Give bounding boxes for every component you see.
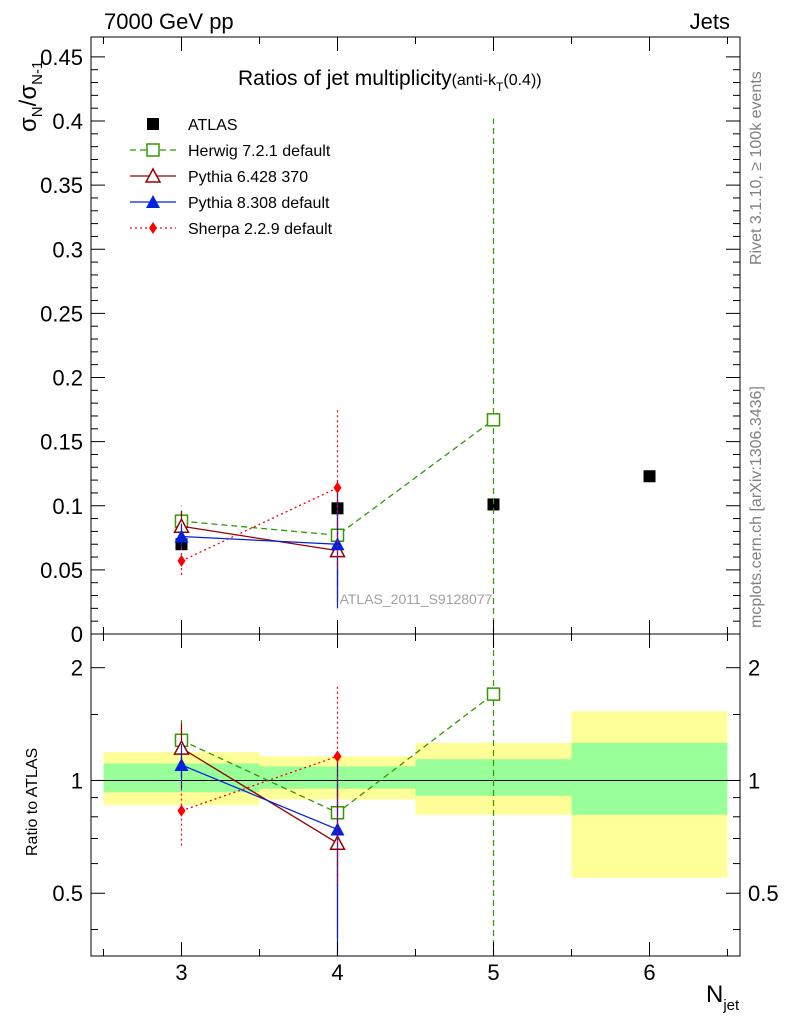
legend-label-0: ATLAS — [188, 117, 238, 134]
xtick-label-5: 5 — [487, 960, 499, 985]
rivet-version-label: Rivet 3.1.10, ≥ 100k events — [748, 71, 765, 265]
ratio-ytick-label-right-2: 2 — [748, 656, 760, 681]
ratio-series-1-line — [181, 747, 338, 844]
ratio-ytick-label-0: 0.5 — [52, 881, 83, 906]
watermark: ATLAS_2011_S9128077 — [340, 591, 493, 607]
main-ytick-label-2: 0.1 — [52, 494, 83, 519]
main-ytick-label-3: 0.15 — [40, 430, 83, 455]
main-series-0-point-3 — [643, 470, 656, 483]
main-series-3-point-1 — [330, 537, 345, 551]
legend: ATLAS Herwig 7.2.1 default Pythia 6.428 37… — [130, 117, 333, 238]
main-series-4-point-0 — [177, 554, 186, 567]
main-ytick-label-9: 0.45 — [40, 45, 83, 70]
main-series-1-point-2 — [486, 413, 501, 427]
legend-label-3: Pythia 8.308 default — [188, 195, 330, 212]
ratio-series-2-point-1 — [330, 822, 345, 836]
main-ytick-label-5: 0.25 — [40, 301, 83, 326]
main-ytick-label-0: 0 — [71, 622, 83, 647]
main-ylabel: σN/σN-1 — [15, 61, 46, 132]
ratio-ytick-label-right-1: 1 — [748, 768, 760, 793]
legend-marker-2 — [144, 167, 162, 183]
header-left: 7000 GeV pp — [104, 9, 234, 34]
main-series-4-line — [181, 487, 338, 562]
main-ytick-label-4: 0.2 — [52, 366, 83, 391]
xlabel: Njet — [706, 981, 740, 1014]
legend-label-1: Herwig 7.2.1 default — [188, 143, 331, 160]
main-ytick-label-1: 0.05 — [40, 558, 83, 583]
ratio-ytick-label-right-0: 0.5 — [748, 881, 779, 906]
ratio-series-2-point-0 — [174, 757, 189, 771]
main-series-1-line — [181, 419, 494, 536]
legend-marker-0 — [147, 118, 159, 130]
legend-marker-3 — [146, 195, 160, 208]
main-series-0-point-2 — [487, 498, 500, 511]
legend-marker-1 — [146, 143, 160, 157]
ratio-series-0-point-2 — [486, 687, 501, 701]
ratio-series-3-point-1 — [333, 750, 342, 763]
xtick-label-3: 3 — [175, 960, 187, 985]
main-series-4-point-1 — [333, 481, 342, 494]
legend-label-2: Pythia 6.428 370 — [188, 169, 308, 186]
xtick-label-6: 6 — [643, 960, 655, 985]
xtick-label-4: 4 — [331, 960, 343, 985]
main-series-2-line — [181, 525, 338, 552]
main-title: Ratios of jet multiplicity(anti-kT(0.4)) — [238, 67, 542, 94]
main-ytick-label-6: 0.3 — [52, 237, 83, 262]
main-series-3-line — [181, 535, 338, 545]
main-series-3-point-0 — [174, 529, 189, 543]
ratio-series-3-point-0 — [177, 804, 186, 817]
ratio-ylabel: Ratio to ATLAS — [24, 748, 41, 856]
main-ytick-label-7: 0.35 — [40, 173, 83, 198]
ratio-series-2-line — [181, 764, 338, 831]
ratio-band-inner-3 — [571, 742, 728, 815]
ratio-ytick-label-1: 1 — [71, 768, 83, 793]
legend-marker-4 — [149, 222, 157, 234]
ratio-ytick-label-2: 2 — [71, 656, 83, 681]
header-right: Jets — [690, 9, 730, 34]
main-ytick-label-8: 0.4 — [52, 109, 83, 134]
legend-label-4: Sherpa 2.2.9 default — [188, 221, 333, 238]
mcplots-label: mcplots.cern.ch [arXiv:1306.3436] — [748, 386, 765, 628]
